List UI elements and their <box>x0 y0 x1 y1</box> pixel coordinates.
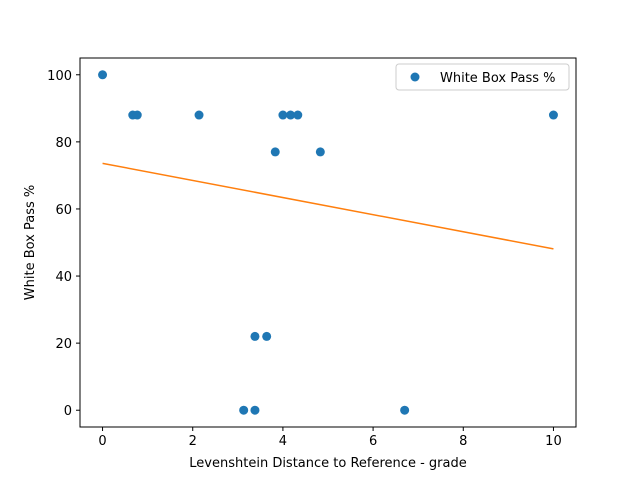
x-tick-label: 0 <box>98 434 106 449</box>
y-tick-label: 100 <box>47 69 72 84</box>
data-point <box>262 331 272 341</box>
data-point <box>250 331 260 341</box>
data-point <box>548 110 558 120</box>
y-axis: 0 20 40 60 80 100 <box>47 69 80 419</box>
x-tick-label: 2 <box>189 434 197 449</box>
y-tick-label: 60 <box>55 203 72 218</box>
data-point <box>270 147 280 157</box>
y-tick-label: 80 <box>55 136 72 151</box>
y-tick-label: 20 <box>55 337 72 352</box>
plot-frame <box>79 57 577 428</box>
data-point <box>194 110 204 120</box>
x-tick-label: 8 <box>459 434 467 449</box>
x-tick-label: 6 <box>369 434 377 449</box>
legend: White Box Pass % <box>395 63 570 91</box>
x-tick-label: 10 <box>545 434 562 449</box>
data-point <box>315 147 325 157</box>
legend-marker <box>410 72 420 82</box>
data-point <box>286 110 296 120</box>
x-tick-label: 4 <box>279 434 287 449</box>
x-axis: 0 2 4 6 8 10 <box>98 427 562 449</box>
plot-area <box>98 70 558 415</box>
x-axis-label: Levenshtein Distance to Reference - grad… <box>189 456 466 471</box>
y-axis-label: White Box Pass % <box>23 185 38 300</box>
data-point <box>250 405 260 415</box>
data-point <box>132 110 142 120</box>
legend-label: White Box Pass % <box>440 71 555 86</box>
legend-box <box>395 63 570 91</box>
data-point <box>293 110 303 120</box>
data-point <box>98 70 108 80</box>
trend-line <box>102 162 554 250</box>
y-tick-label: 40 <box>55 270 72 285</box>
y-tick-label: 0 <box>64 404 72 419</box>
data-point <box>239 405 249 415</box>
data-point <box>278 110 288 120</box>
data-point <box>400 405 410 415</box>
